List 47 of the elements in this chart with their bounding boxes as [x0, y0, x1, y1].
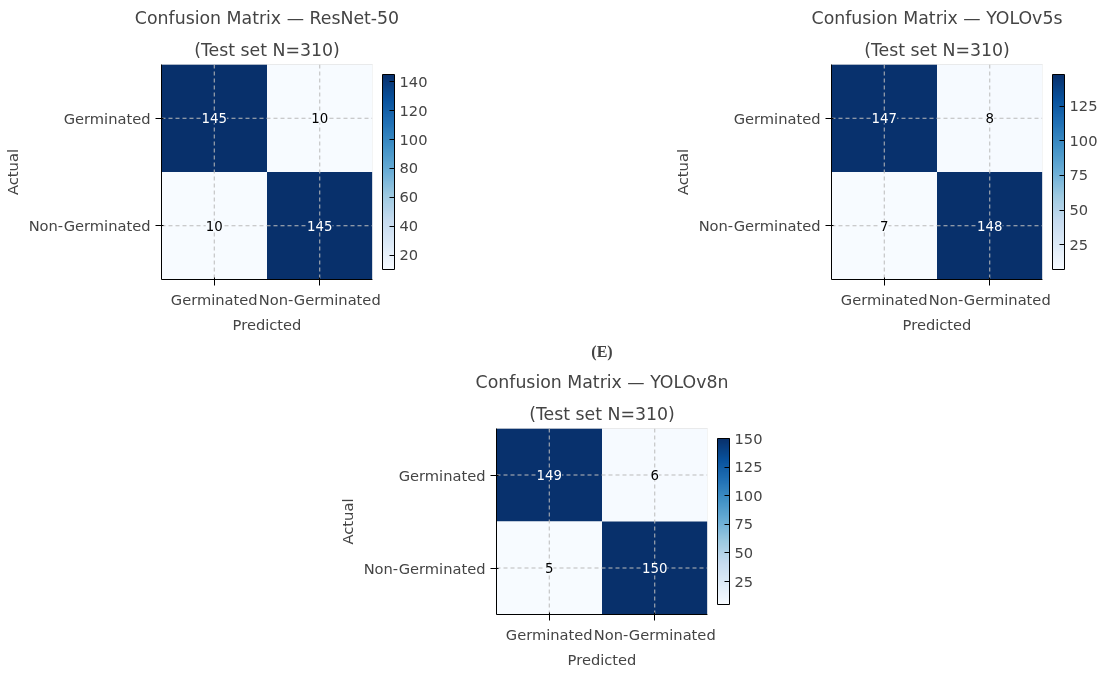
color-bar-label: 140 — [399, 72, 428, 90]
data-label: 6 — [650, 468, 659, 483]
color-bar-label: 120 — [399, 101, 428, 119]
y-axis-title: Actual — [673, 149, 691, 195]
color-bar-label: 125 — [734, 458, 763, 476]
data-label: 7 — [880, 218, 889, 234]
data-label: 8 — [985, 111, 994, 127]
color-bar-label: 25 — [1069, 235, 1089, 253]
color-bar-label: 40 — [399, 217, 419, 235]
data-label: 145 — [307, 218, 333, 234]
x-tick-label: Non-Germinated — [258, 290, 381, 308]
y-axis-title: Actual — [338, 498, 356, 545]
color-bar-label: 20 — [399, 246, 419, 264]
x-tick-label: Non-Germinated — [928, 290, 1051, 308]
color-bar-label: 60 — [399, 188, 419, 206]
data-label: 148 — [977, 218, 1003, 234]
data-label: 147 — [871, 111, 897, 127]
color-bar-label: 50 — [734, 543, 754, 561]
color-bar-label: 125 — [1069, 97, 1098, 115]
color-bar-label: 50 — [1069, 201, 1089, 219]
x-axis-title: Predicted — [902, 315, 972, 333]
color-bar-label: 25 — [734, 572, 754, 590]
chart-title: Confusion Matrix — YOLOv5s — [811, 7, 1063, 28]
x-tick-label: Germinated — [840, 290, 928, 308]
data-label: 10 — [205, 218, 223, 234]
color-bar-label: 80 — [399, 159, 419, 177]
data-label: 10 — [311, 111, 329, 127]
color-bar-label: 100 — [1069, 131, 1098, 149]
data-label: 150 — [642, 561, 668, 576]
color-bar-label: 100 — [399, 130, 428, 148]
x-axis-title: Predicted — [232, 315, 302, 333]
chart-subtitle: (Test set N=310) — [864, 39, 1010, 60]
chart-title: Confusion Matrix — YOLOv8n — [475, 371, 729, 392]
text: (E) — [591, 342, 613, 361]
data-label: 149 — [536, 468, 562, 483]
x-tick-label: Germinated — [170, 290, 258, 308]
data-label: 5 — [545, 561, 554, 576]
color-bar-label: 150 — [734, 429, 763, 447]
chart-title: Confusion Matrix — ResNet-50 — [134, 7, 400, 28]
color-bar-label: 75 — [1069, 166, 1089, 184]
chart-subtitle: (Test set N=310) — [194, 39, 340, 60]
color-bar-label: 100 — [734, 486, 763, 504]
chart-subtitle: (Test set N=310) — [529, 403, 675, 424]
color-bar-label: 75 — [734, 515, 754, 533]
x-axis-title: Predicted — [567, 650, 637, 668]
y-axis-title: Actual — [3, 149, 21, 195]
data-label: 145 — [201, 111, 227, 127]
